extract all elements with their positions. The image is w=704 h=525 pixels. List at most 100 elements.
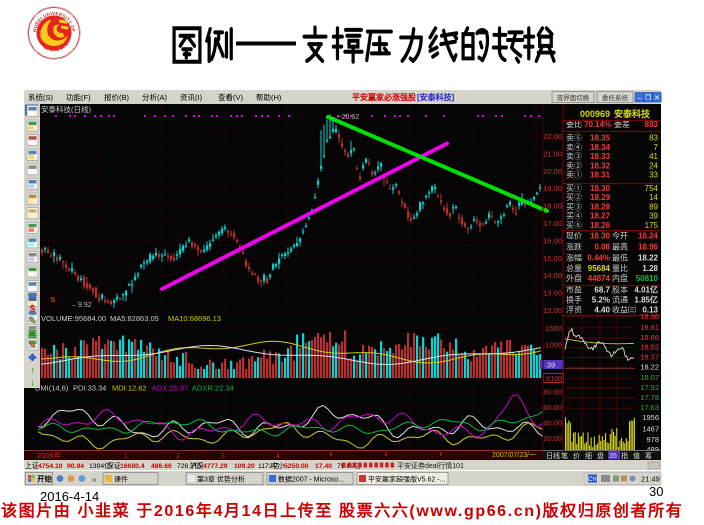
svg-text:深证: 深证: [107, 461, 121, 470]
svg-text:109.20: 109.20: [234, 463, 255, 470]
svg-text:CH: CH: [588, 477, 597, 483]
svg-text:分析(A): 分析(A): [142, 92, 167, 102]
svg-text:80.00: 80.00: [543, 388, 562, 397]
svg-text:2: 2: [176, 453, 180, 460]
svg-text:浮资: 浮资: [566, 305, 582, 315]
svg-text:盘: 盘: [597, 451, 604, 460]
svg-text:卖③: 卖③: [566, 152, 582, 161]
svg-text:查看(V): 查看(V): [218, 92, 243, 102]
svg-text:4.40: 4.40: [594, 306, 610, 315]
svg-text:2007/07/23/一: 2007/07/23/一: [492, 452, 536, 459]
svg-text:✎: ✎: [28, 316, 36, 327]
svg-text:买②: 买②: [566, 193, 582, 202]
svg-text:95684: 95684: [588, 264, 611, 273]
svg-text:»: »: [92, 475, 97, 484]
svg-text:卖①: 卖①: [566, 171, 582, 180]
svg-text:2016-4-14: 2016-4-14: [40, 489, 99, 504]
svg-text:MA5:82863.05: MA5:82863.05: [110, 314, 159, 323]
svg-text:指: 指: [621, 451, 628, 460]
svg-text:细: 细: [585, 451, 592, 460]
svg-text:DMI(14,6): DMI(14,6): [35, 384, 69, 393]
svg-text:▦: ▦: [28, 292, 37, 303]
svg-text:40.00: 40.00: [543, 419, 562, 428]
svg-text:5250.00: 5250.00: [284, 463, 309, 470]
svg-text:1394亿: 1394亿: [89, 461, 111, 470]
svg-text:30: 30: [649, 484, 663, 499]
svg-text:量比: 量比: [612, 263, 628, 273]
svg-text:4.01亿: 4.01亿: [634, 285, 658, 295]
svg-text:1956: 1956: [642, 413, 659, 422]
svg-text:课件: 课件: [114, 475, 128, 484]
svg-text:16680.4: 16680.4: [120, 463, 145, 470]
svg-text:39: 39: [649, 212, 658, 221]
svg-text:20.00: 20.00: [543, 167, 562, 176]
svg-text:外盘: 外盘: [566, 273, 582, 283]
svg-text:89: 89: [649, 202, 658, 211]
svg-text:[安泰科技]: [安泰科技]: [417, 92, 455, 102]
svg-text:✥: ✥: [28, 353, 37, 364]
svg-text:平安赢家超强版V5.62 -...: 平安赢家超强版V5.62 -...: [368, 475, 445, 484]
svg-text:值: 值: [633, 451, 640, 460]
svg-text:18.00: 18.00: [543, 202, 562, 211]
svg-text:今开: 今开: [612, 231, 628, 241]
svg-text:70.14%: 70.14%: [584, 120, 611, 129]
svg-text:买③: 买③: [566, 202, 582, 211]
svg-text:平安证券deal行情101: 平安证券deal行情101: [397, 461, 464, 470]
svg-text:883: 883: [645, 120, 659, 129]
svg-text:VOLUME:95684.00: VOLUME:95684.00: [41, 314, 106, 323]
svg-text:1172亿: 1172亿: [258, 461, 280, 470]
svg-text:S: S: [51, 297, 56, 304]
svg-text:❐: ❐: [645, 94, 651, 102]
svg-text:18.66: 18.66: [640, 333, 659, 342]
svg-text:7: 7: [654, 143, 659, 152]
svg-text:13.00: 13.00: [543, 289, 562, 298]
svg-text:0.44%: 0.44%: [587, 254, 610, 263]
svg-text:筹: 筹: [645, 451, 652, 460]
svg-text:18.37: 18.37: [640, 352, 659, 361]
svg-text:4754.10: 4754.10: [38, 463, 63, 470]
svg-text:←9.92: ←9.92: [71, 302, 92, 309]
svg-text:16.00: 16.00: [543, 236, 562, 245]
svg-text:978: 978: [646, 435, 659, 444]
svg-text:资讯(I): 资讯(I): [180, 92, 203, 102]
svg-text:18.96: 18.96: [638, 243, 659, 252]
svg-text:21:49: 21:49: [641, 475, 660, 484]
svg-text:41: 41: [649, 152, 658, 161]
svg-text:换手: 换手: [566, 295, 582, 305]
svg-text:175: 175: [645, 221, 659, 230]
svg-text:该图片由 小韭菜 于2016年4月14日上传至 股票六六(w: 该图片由 小韭菜 于2016年4月14日上传至 股票六六(www.gp66.cn…: [1, 501, 683, 520]
svg-text:33: 33: [649, 171, 658, 180]
svg-text:第3章 优势分析: 第3章 优势分析: [197, 475, 245, 484]
svg-text:中小: 中小: [271, 461, 285, 470]
svg-text:委托系统: 委托系统: [602, 93, 629, 102]
svg-text:▣: ▣: [28, 328, 37, 339]
svg-text:18.81: 18.81: [640, 323, 659, 332]
svg-text:000969: 000969: [580, 109, 610, 119]
svg-text:18.22: 18.22: [638, 254, 659, 263]
svg-text:笔: 笔: [561, 451, 568, 460]
svg-text:帮助(H): 帮助(H): [256, 92, 282, 102]
svg-text:涨幅: 涨幅: [566, 253, 582, 263]
svg-text:买⑤: 买⑤: [566, 221, 582, 230]
svg-text:83: 83: [649, 134, 658, 143]
svg-text:内盘: 内盘: [612, 273, 628, 283]
svg-text:↑: ↑: [30, 365, 35, 376]
svg-text:18.27: 18.27: [590, 212, 611, 221]
svg-text:486.66: 486.66: [151, 463, 172, 470]
svg-text:X100: X100: [546, 376, 562, 383]
svg-text:最高: 最高: [612, 242, 628, 252]
svg-text:39: 39: [547, 361, 555, 370]
svg-text:3: 3: [221, 453, 225, 460]
svg-text:安泰科技(日线): 安泰科技(日线): [41, 104, 91, 114]
svg-text:委比: 委比: [566, 119, 582, 129]
svg-text:18.30: 18.30: [590, 232, 611, 241]
svg-text:19.00: 19.00: [543, 184, 562, 193]
svg-text:18.32: 18.32: [590, 161, 611, 170]
svg-text:双界面切换: 双界面切换: [557, 93, 590, 102]
svg-text:报价(B): 报价(B): [104, 92, 129, 102]
svg-text:90.94: 90.94: [67, 463, 84, 470]
svg-text:0.08: 0.08: [594, 243, 610, 252]
svg-text:18.26: 18.26: [590, 221, 611, 230]
svg-text:68.7: 68.7: [594, 286, 610, 295]
svg-text:ADX:26.97: ADX:26.97: [152, 384, 188, 393]
